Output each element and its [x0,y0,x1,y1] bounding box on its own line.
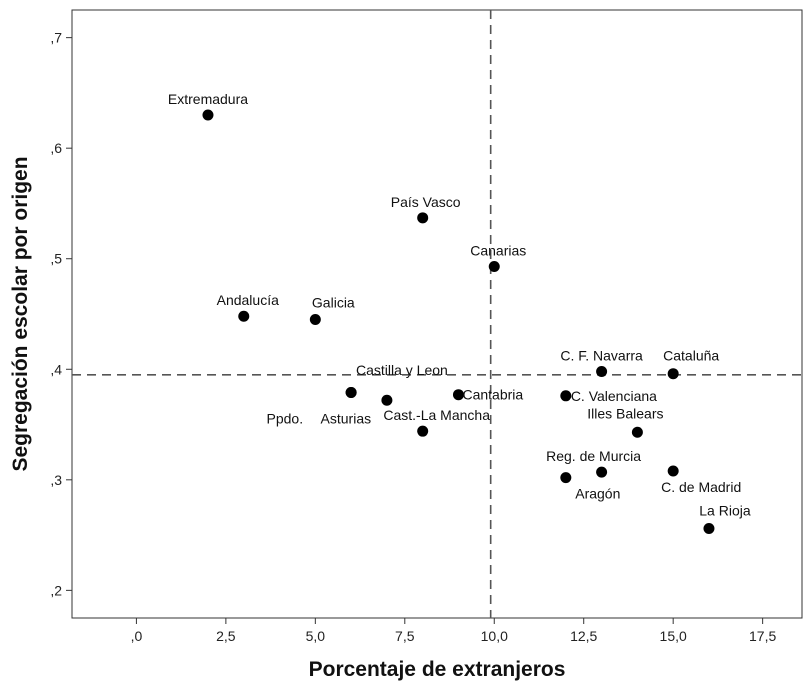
data-point [703,522,715,534]
point-label: País Vasco [391,194,461,210]
plot-frame [71,9,803,619]
data-points [202,109,715,534]
point-labels: Extremadura País Vasco Canarias Andalucía Ga… [168,91,751,518]
data-point [381,394,393,406]
point-label: Reg. de Murcia [546,448,641,464]
point-label: Cantabria [462,387,523,403]
point-label: Canarias [470,242,526,258]
y-tick-label: ,2 [50,582,62,598]
data-point [309,314,321,326]
data-point [631,426,643,438]
point-label: Aragón [575,486,620,502]
y-tick-label: ,5 [50,251,62,267]
y-tick-label: ,4 [50,361,62,377]
point-label: Cataluña [663,348,719,364]
x-tick-label: 15,0 [660,628,687,644]
x-tick-label: 10,0 [481,628,508,644]
data-point [238,310,250,322]
point-label: Illes Balears [587,405,663,421]
data-point [417,212,429,224]
data-point [452,389,464,401]
x-tick-label: 17,5 [749,628,776,644]
point-label: Castilla y Leon [356,362,448,378]
x-axis: ,0 2,5 5,0 7,5 10,0 12,5 15,0 17,5 [131,618,776,644]
point-label: Cast.-La Mancha [383,407,490,423]
point-label: C. de Madrid [661,479,741,495]
x-axis-title: Porcentaje de extranjeros [309,658,566,681]
x-tick-label: 12,5 [570,628,597,644]
y-tick-label: ,3 [50,472,62,488]
point-label: Andalucía [217,292,279,308]
data-point [560,390,572,402]
x-tick-label: 7,5 [395,628,415,644]
point-label: Asturias [321,410,372,426]
data-point [667,465,679,477]
data-point [417,425,429,437]
x-tick-label: 2,5 [216,628,236,644]
reference-lines [72,10,802,618]
data-point [488,260,500,272]
point-label: Galicia [312,295,355,311]
y-axis-title: Segregación escolar por origen [9,156,32,471]
data-point [667,368,679,380]
data-point [202,109,214,121]
data-point [560,472,572,484]
x-tick-label: 5,0 [306,628,326,644]
data-point [596,365,608,377]
y-tick-label: ,7 [50,30,62,46]
point-label: Ppdo. [267,410,304,426]
y-axis: ,2 ,3 ,4 ,5 ,6 ,7 [50,30,72,598]
y-tick-label: ,6 [50,140,62,156]
point-label: C. Valenciana [571,388,657,404]
point-label: La Rioja [699,502,751,518]
point-label: Extremadura [168,91,248,107]
point-label: C. F. Navarra [560,347,643,363]
x-tick-label: ,0 [131,628,143,644]
data-point [345,386,357,398]
data-point [596,466,608,478]
